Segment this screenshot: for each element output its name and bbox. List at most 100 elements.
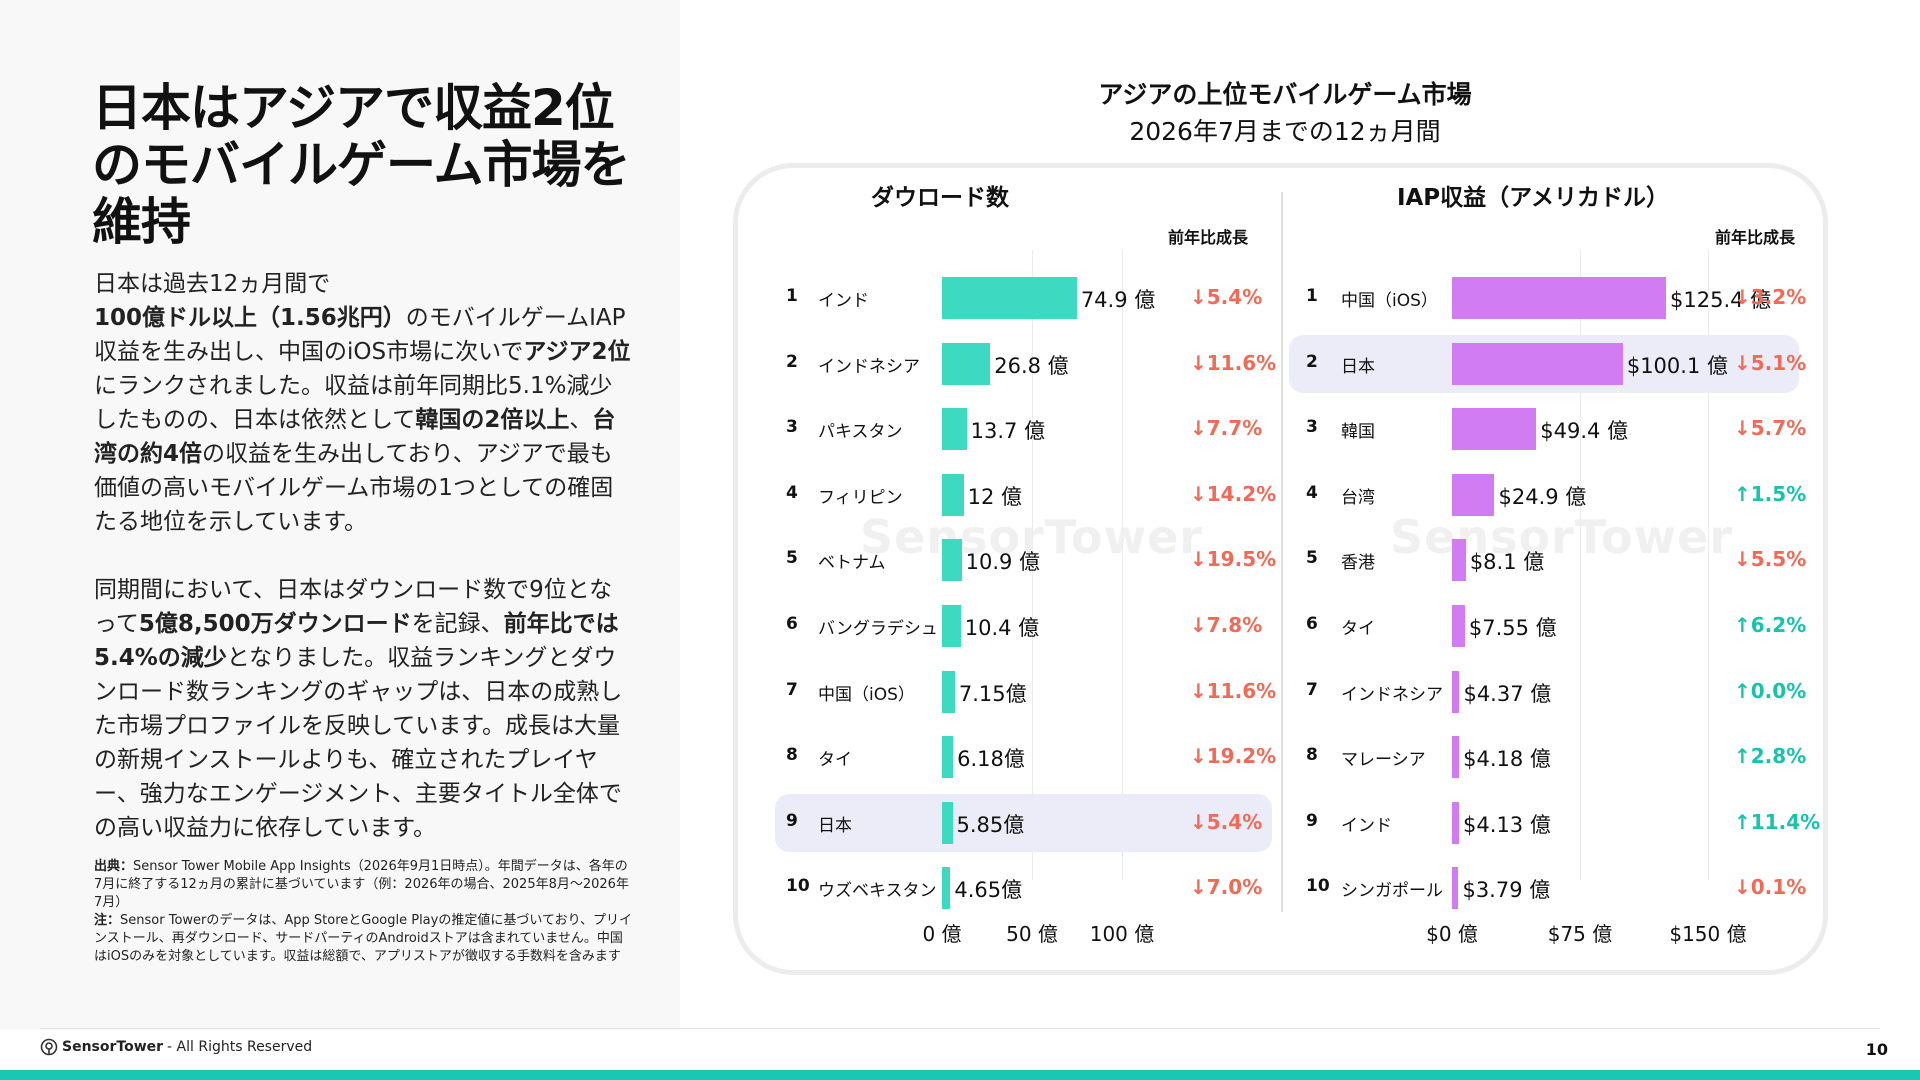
yoy-value: ↓7.8%: [1190, 613, 1262, 637]
country-label: 中国（iOS）: [818, 684, 915, 705]
rank-label: 4: [786, 482, 798, 503]
highlight-row-japan: [775, 793, 1272, 852]
arrow-down-icon: ↓: [1190, 481, 1207, 506]
arrow-down-icon: ↓: [1190, 285, 1207, 309]
arrow-up-icon: ↑: [1734, 744, 1751, 769]
bar-downloads: [942, 539, 962, 582]
country-label: シンガポール: [1341, 881, 1443, 902]
yoy-text: 5.5%: [1750, 547, 1807, 572]
bar-revenue: [1452, 670, 1460, 713]
value-label: 7.15億: [958, 681, 1027, 706]
yoy-text: 3.2%: [1750, 285, 1807, 309]
country-label: インドネシア: [1341, 684, 1443, 705]
footnote-note: 注：Sensor Towerのデータは、App StoreとGoogle Pla…: [94, 913, 633, 964]
bar-downloads: [942, 342, 991, 385]
rank-label: 1: [1306, 286, 1318, 306]
country-label: インドネシア: [818, 356, 920, 377]
rank-label: 7: [786, 679, 798, 700]
gridline: [1032, 250, 1033, 880]
yoy-value: ↓7.7%: [1190, 416, 1262, 440]
body-paragraph-2: 同期間において、日本はダウンロード数で9位となって5億8,500万ダウンロードを…: [94, 577, 623, 841]
rank-label: 10: [786, 876, 810, 897]
yoy-value: ↑6.2%: [1734, 613, 1806, 637]
bar-revenue: [1452, 605, 1465, 647]
yoy-value: ↓5.4%: [1190, 285, 1262, 309]
arrow-down-icon: ↓: [1190, 678, 1207, 703]
bar-revenue: [1452, 277, 1667, 319]
panel-divider: [1281, 192, 1283, 912]
x-tick-label: $75 億: [1547, 922, 1613, 946]
arrow-down-icon: ↓: [1190, 416, 1207, 441]
gridline: [1708, 250, 1709, 880]
country-label: ベトナム: [818, 553, 886, 574]
value-label: 10.9 億: [965, 550, 1041, 575]
bar-downloads: [942, 473, 964, 516]
bar-revenue: [1452, 408, 1537, 451]
footer-brand: SensorTower: [62, 1039, 164, 1055]
yoy-value: ↓3.2%: [1734, 285, 1806, 309]
arrow-down-icon: ↓: [1190, 744, 1207, 769]
yoy-value: ↓11.6%: [1190, 679, 1276, 703]
yoy-value: ↑1.5%: [1734, 482, 1806, 506]
bar-revenue: [1452, 342, 1623, 385]
yoy-text: 11.4%: [1750, 809, 1821, 834]
bar-downloads: [942, 867, 951, 910]
yoy-value: ↓5.7%: [1734, 416, 1806, 440]
bar-revenue: [1452, 801, 1460, 844]
footer-logo: SensorTower - All Rights Reserved: [40, 1038, 312, 1056]
value-label: 12 億: [967, 484, 1022, 509]
bar-downloads: [942, 408, 967, 451]
x-tick-label: $150 億: [1669, 922, 1747, 946]
rank-label: 8: [786, 745, 798, 766]
left-panel: [0, 0, 680, 1030]
yoy-text: 14.2%: [1206, 481, 1277, 506]
yoy-text: 1.5%: [1750, 481, 1807, 506]
bar-downloads: [942, 277, 1077, 319]
yoy-text: 0.1%: [1750, 875, 1807, 900]
panel-title-downloads: ダウロード数: [871, 185, 1009, 211]
rank-label: 10: [1306, 876, 1330, 897]
yoy-value: ↓5.1%: [1734, 351, 1806, 375]
value-label: $7.55 億: [1468, 616, 1557, 640]
rank-label: 2: [1306, 351, 1318, 372]
country-label: ウズベキスタン: [818, 881, 937, 902]
rank-label: 9: [786, 810, 798, 831]
country-label: タイ: [1341, 619, 1375, 639]
rank-label: 6: [1306, 614, 1318, 634]
arrow-down-icon: ↓: [1190, 547, 1207, 572]
country-label: 日本: [1341, 356, 1375, 377]
sensortower-logo-icon: [40, 1038, 58, 1056]
bar-downloads: [942, 670, 955, 713]
yoy-text: 7.0%: [1206, 875, 1263, 900]
yoy-text: 5.4%: [1206, 285, 1263, 309]
x-tick-label: 50 億: [1006, 922, 1058, 946]
value-label: $8.1 億: [1469, 550, 1545, 575]
country-label: 日本: [818, 815, 852, 836]
yoy-value: ↓5.4%: [1190, 810, 1262, 834]
yoy-value: ↓5.5%: [1734, 547, 1806, 571]
value-label: $4.13 億: [1463, 812, 1551, 837]
rank-label: 2: [786, 351, 798, 372]
rank-label: 1: [786, 286, 798, 306]
headline: 日本はアジアで収益2位のモバイルゲーム市場を維持: [92, 79, 631, 251]
value-label: 5.85億: [956, 812, 1025, 837]
panel-title-revenue: IAP収益（アメリカドル）: [1396, 185, 1670, 211]
yoy-text: 5.7%: [1750, 416, 1807, 441]
bar-revenue: [1452, 867, 1459, 910]
value-label: $4.37 億: [1463, 681, 1552, 706]
value-label: $100.1 億: [1626, 353, 1728, 378]
chart-subtitle: 2026年7月までの12ヵ月間: [1129, 117, 1441, 146]
yoy-value: ↓19.5%: [1190, 547, 1276, 571]
bar-downloads: [942, 736, 954, 779]
footnote-source: 出典：Sensor Tower Mobile App Insights（2026…: [94, 859, 629, 910]
rank-label: 5: [786, 548, 798, 569]
value-label: $3.79 億: [1462, 878, 1551, 903]
body-paragraph-1: 日本は過去12ヵ月間で100億ドル以上（1.56兆円）のモバイルゲームIAP収益…: [94, 271, 631, 535]
arrow-down-icon: ↓: [1734, 285, 1751, 309]
x-tick-label: 100 億: [1089, 922, 1155, 946]
value-label: 4.65億: [954, 878, 1023, 903]
arrow-down-icon: ↓: [1190, 875, 1207, 900]
yoy-value: ↑11.4%: [1734, 810, 1820, 834]
bar-revenue: [1452, 539, 1466, 582]
arrow-down-icon: ↓: [1734, 547, 1751, 572]
